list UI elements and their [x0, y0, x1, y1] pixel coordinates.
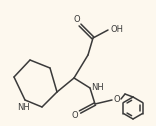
- Text: O: O: [72, 112, 78, 120]
- Text: OH: OH: [110, 24, 124, 34]
- Text: NH: NH: [91, 83, 103, 91]
- Text: NH: NH: [17, 103, 29, 113]
- Text: O: O: [74, 15, 80, 24]
- Text: O: O: [114, 94, 120, 103]
